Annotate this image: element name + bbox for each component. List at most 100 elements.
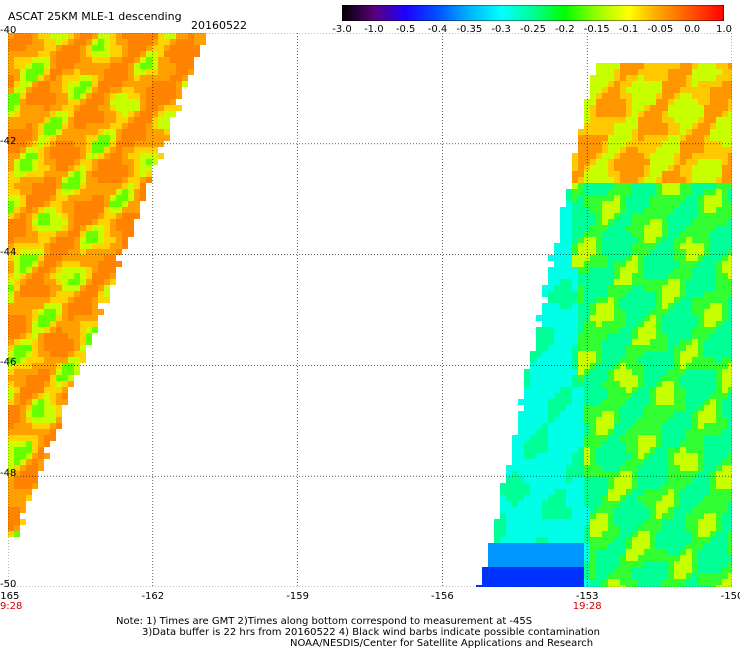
- swath-cell: [662, 399, 668, 405]
- swath-cell: [668, 285, 674, 291]
- swath-cell: [8, 261, 14, 267]
- swath-cell: [542, 549, 548, 555]
- swath-cell: [116, 63, 122, 69]
- swath-cell: [716, 465, 722, 471]
- swath-cell: [578, 549, 584, 555]
- swath-cell: [698, 207, 704, 213]
- swath-cell: [548, 585, 554, 587]
- product-date: 20160522: [191, 19, 247, 32]
- swath-cell: [44, 195, 50, 201]
- swath-cell: [704, 441, 710, 447]
- swath-cell: [560, 333, 566, 339]
- swath-cell: [626, 309, 632, 315]
- swath-cell: [620, 519, 626, 525]
- swath-cell: [656, 561, 662, 567]
- swath-cell: [590, 453, 596, 459]
- swath-cell: [674, 315, 680, 321]
- swath-cell: [662, 189, 668, 195]
- swath-cell: [542, 411, 548, 417]
- swath-cell: [122, 177, 128, 183]
- swath-cell: [8, 309, 14, 315]
- swath-cell: [692, 453, 698, 459]
- swath-cell: [692, 381, 698, 387]
- swath-cell: [536, 489, 542, 495]
- swath-cell: [638, 411, 644, 417]
- swath-cell: [608, 153, 614, 159]
- swath-cell: [590, 483, 596, 489]
- swath-cell: [128, 165, 134, 171]
- swath-cell: [74, 255, 80, 261]
- swath-cell: [38, 369, 44, 375]
- swath-cell: [590, 81, 596, 87]
- swath-cell: [26, 45, 32, 51]
- swath-cell: [506, 465, 512, 471]
- swath-cell: [620, 387, 626, 393]
- swath-cell: [14, 333, 20, 339]
- swath-cell: [542, 525, 548, 531]
- swath-cell: [98, 75, 104, 81]
- swath-cell: [14, 513, 20, 519]
- swath-cell: [620, 513, 626, 519]
- swath-cell: [704, 543, 710, 549]
- swath-cell: [44, 435, 50, 441]
- swath-cell: [140, 75, 146, 81]
- swath-cell: [668, 471, 674, 477]
- swath-cell: [20, 201, 26, 207]
- swath-cell: [20, 255, 26, 261]
- swath-cell: [80, 87, 86, 93]
- swath-cell: [56, 111, 62, 117]
- swath-cell: [632, 153, 638, 159]
- swath-cell: [56, 123, 62, 129]
- swath-cell: [668, 555, 674, 561]
- swath-cell: [26, 369, 32, 375]
- swath-cell: [506, 483, 512, 489]
- swath-cell: [692, 339, 698, 345]
- swath-cell: [644, 531, 650, 537]
- swath-cell: [662, 237, 668, 243]
- swath-cell: [128, 33, 134, 39]
- swath-cell: [632, 411, 638, 417]
- swath-cell: [668, 399, 674, 405]
- swath-cell: [536, 519, 542, 525]
- swath-cell: [644, 399, 650, 405]
- swath-cell: [626, 573, 632, 579]
- swath-cell: [656, 477, 662, 483]
- swath-cell: [8, 321, 14, 327]
- swath-cell: [44, 231, 50, 237]
- swath-cell: [548, 549, 554, 555]
- swath-cell: [524, 543, 530, 549]
- swath-cell: [554, 555, 560, 561]
- swath-cell: [638, 273, 644, 279]
- swath-cell: [80, 183, 86, 189]
- swath-cell: [710, 387, 716, 393]
- swath-cell: [692, 261, 698, 267]
- swath-cell: [626, 513, 632, 519]
- swath-cell: [134, 33, 140, 39]
- swath-cell: [614, 513, 620, 519]
- swath-cell: [614, 525, 620, 531]
- swath-cell: [56, 171, 62, 177]
- swath-cell: [626, 177, 632, 183]
- swath-cell: [590, 555, 596, 561]
- swath-cell: [98, 57, 104, 63]
- swath-cell: [20, 477, 26, 483]
- swath-cell: [668, 549, 674, 555]
- swath-cell: [674, 237, 680, 243]
- swath-cell: [608, 519, 614, 525]
- swath-cell: [560, 297, 566, 303]
- swath-cell: [692, 279, 698, 285]
- swath-cell: [68, 45, 74, 51]
- swath-cell: [608, 255, 614, 261]
- swath-cell: [26, 315, 32, 321]
- swath-cell: [650, 327, 656, 333]
- swath-cell: [704, 327, 710, 333]
- swath-cell: [530, 519, 536, 525]
- swath-cell: [188, 69, 194, 75]
- swath-cell: [686, 231, 692, 237]
- swath-cell: [122, 57, 128, 63]
- swath-cell: [494, 561, 500, 567]
- swath-cell: [596, 255, 602, 261]
- swath-cell: [680, 267, 686, 273]
- swath-cell: [608, 213, 614, 219]
- swath-cell: [632, 363, 638, 369]
